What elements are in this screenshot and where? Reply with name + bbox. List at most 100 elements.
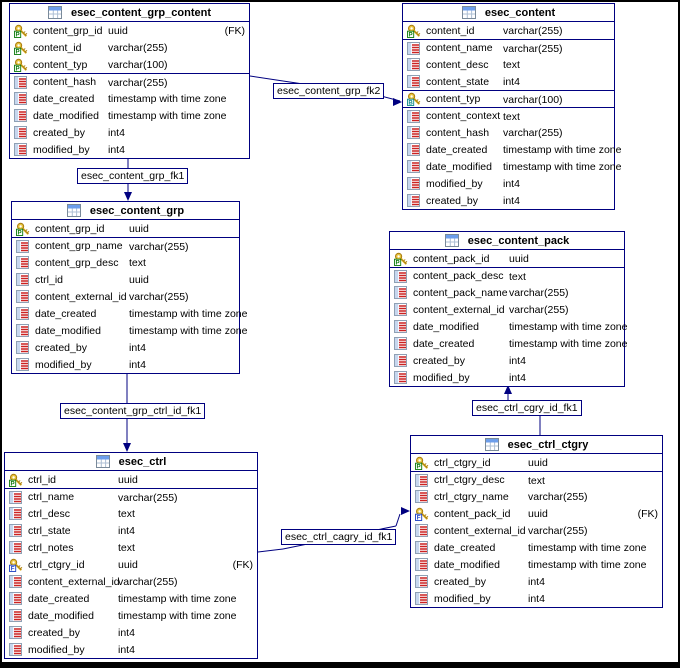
column-row[interactable]: P content_grp_id uuid [12, 220, 239, 237]
column-row[interactable]: P ctrl_id uuid [5, 471, 257, 488]
column-row[interactable]: content_pack_name varchar(255) [390, 284, 624, 301]
column-row[interactable]: date_modified timestamp with time zone [403, 158, 621, 175]
column-row[interactable]: content_desc text [403, 56, 614, 73]
column-row[interactable]: content_hash varchar(255) [10, 73, 249, 90]
table-header[interactable]: esec_ctrl_ctgry [411, 436, 662, 454]
column-row[interactable]: content_pack_desc text [390, 267, 624, 284]
column-row[interactable]: content_name varchar(255) [403, 39, 614, 56]
column-type: int4 [528, 575, 545, 588]
column-row[interactable]: ctrl_desc text [5, 505, 257, 522]
column-row[interactable]: modified_by int4 [12, 356, 239, 373]
column-row[interactable]: content_context text [403, 107, 614, 124]
column-type: timestamp with time zone [108, 109, 227, 122]
column-type: int4 [108, 143, 125, 156]
column-row[interactable]: modified_by int4 [403, 175, 614, 192]
column-icon [394, 337, 407, 350]
column-row[interactable]: F ctrl_ctgry_id uuid (FK) [5, 556, 257, 573]
table-header[interactable]: esec_content [403, 4, 614, 22]
column-row[interactable]: created_by int4 [5, 624, 257, 641]
column-row[interactable]: date_created timestamp with time zone [411, 539, 662, 556]
column-row[interactable]: ctrl_ctgry_name varchar(255) [411, 488, 662, 505]
relation-line-segment[interactable] [257, 548, 284, 553]
table-header[interactable]: esec_ctrl [5, 453, 257, 471]
column-icon [415, 592, 428, 605]
relation-label-esec_ctrl_cgry_id_fk1[interactable]: esec_ctrl_cgry_id_fk1 [472, 400, 582, 416]
relation-line-segment[interactable] [395, 513, 401, 527]
column-row[interactable]: P content_id varchar(255) [10, 39, 249, 56]
column-row[interactable]: created_by int4 [390, 352, 624, 369]
column-icon-wrap [394, 320, 408, 334]
table-esec_content_grp_content[interactable]: esec_content_grp_content P content_grp_i… [9, 3, 250, 159]
column-row[interactable]: content_external_id varchar(255) [5, 573, 257, 590]
column-row[interactable]: date_created timestamp with time zone [403, 141, 621, 158]
column-row[interactable]: date_modified timestamp with time zone [12, 322, 247, 339]
column-icon-wrap [394, 303, 408, 317]
column-row[interactable]: date_modified timestamp with time zone [10, 107, 249, 124]
column-row[interactable]: P content_pack_id uuid [390, 250, 624, 267]
table-header[interactable]: esec_content_grp [12, 202, 239, 220]
relation-label-esec_content_grp_fk1[interactable]: esec_content_grp_fk1 [77, 168, 189, 184]
column-icon-wrap: F [415, 507, 429, 521]
table-esec_content_grp[interactable]: esec_content_grp P content_grp_id uuid co… [11, 201, 247, 374]
column-name: date_created [33, 92, 95, 105]
column-type: text [509, 270, 526, 283]
column-row[interactable]: date_created timestamp with time zone [12, 305, 247, 322]
table-icon [461, 6, 476, 19]
column-row[interactable]: created_by int4 [411, 573, 662, 590]
column-icon-wrap [9, 507, 23, 521]
column-row[interactable]: modified_by int4 [390, 369, 624, 386]
column-row[interactable]: content_state int4 [403, 73, 614, 90]
table-header[interactable]: esec_content_pack [390, 232, 624, 250]
primary-key-icon: P [14, 58, 28, 72]
column-name: content_hash [33, 76, 97, 88]
relation-line-segment[interactable] [249, 75, 284, 82]
column-row[interactable]: content_external_id varchar(255) [390, 301, 624, 318]
column-row[interactable]: modified_by int4 [411, 590, 662, 607]
column-row[interactable]: date_created timestamp with time zone [390, 335, 627, 352]
relation-label-esec_ctrl_cagry_id_fk1[interactable]: esec_ctrl_cagry_id_fk1 [281, 529, 397, 545]
column-row[interactable]: ctrl_id uuid [12, 271, 239, 288]
column-row[interactable]: ctrl_state int4 [5, 522, 257, 539]
column-type: varchar(255) [503, 24, 563, 37]
column-icon [415, 524, 428, 537]
column-row[interactable]: content_hash varchar(255) [403, 124, 614, 141]
column-type: varchar(255) [108, 41, 168, 54]
table-esec_content_pack[interactable]: esec_content_pack P content_pack_id uuid … [389, 231, 627, 387]
relation-label-esec_content_grp_ctrl_id_fk1[interactable]: esec_content_grp_ctrl_id_fk1 [60, 403, 206, 419]
column-row[interactable]: date_created timestamp with time zone [10, 90, 249, 107]
column-icon [14, 109, 27, 122]
column-row[interactable]: date_modified timestamp with time zone [411, 556, 662, 573]
column-row[interactable]: created_by int4 [403, 192, 614, 209]
column-row[interactable]: ctrl_ctgry_desc text [411, 471, 662, 488]
column-row[interactable]: ctrl_name varchar(255) [5, 488, 257, 505]
column-row[interactable]: created_by int4 [10, 124, 249, 141]
column-row[interactable]: date_modified timestamp with time zone [390, 318, 627, 335]
column-row[interactable]: created_by int4 [12, 339, 239, 356]
column-row[interactable]: content_grp_desc text [12, 254, 239, 271]
column-row[interactable]: B content_typ varchar(100) [403, 90, 614, 107]
column-name: content_grp_id [33, 24, 103, 37]
column-row[interactable]: content_grp_name varchar(255) [12, 237, 239, 254]
column-row[interactable]: ctrl_notes text [5, 539, 257, 556]
relation-esec_ctrl_cgry_id_fk1[interactable] [504, 385, 541, 435]
foreign-key-icon: F [9, 558, 23, 572]
column-row[interactable]: P content_grp_id uuid (FK) [10, 22, 249, 39]
table-esec_ctrl_ctgry[interactable]: esec_ctrl_ctgry P ctrl_ctgry_id uuid ctrl… [410, 435, 663, 608]
relation-label-esec_content_grp_fk2[interactable]: esec_content_grp_fk2 [273, 83, 385, 99]
column-name: modified_by [434, 592, 491, 605]
table-esec_content[interactable]: esec_content P content_id varchar(255) co… [402, 3, 621, 210]
column-row[interactable]: date_modified timestamp with time zone [5, 607, 257, 624]
column-row[interactable]: P ctrl_ctgry_id uuid [411, 454, 662, 471]
table-header[interactable]: esec_content_grp_content [10, 4, 249, 22]
column-row[interactable]: date_created timestamp with time zone [5, 590, 257, 607]
column-row[interactable]: modified_by int4 [5, 641, 257, 658]
column-row[interactable]: content_external_id varchar(255) [12, 288, 239, 305]
column-row[interactable]: P content_typ varchar(100) [10, 56, 249, 73]
column-icon-wrap [407, 109, 421, 123]
table-esec_ctrl[interactable]: esec_ctrl P ctrl_id uuid ctrl_name varchar… [4, 452, 258, 659]
column-type: varchar(100) [108, 58, 168, 71]
column-row[interactable]: content_external_id varchar(255) [411, 522, 662, 539]
column-row[interactable]: F content_pack_id uuid (FK) [411, 505, 662, 522]
column-row[interactable]: modified_by int4 [10, 141, 249, 158]
column-row[interactable]: P content_id varchar(255) [403, 22, 614, 39]
